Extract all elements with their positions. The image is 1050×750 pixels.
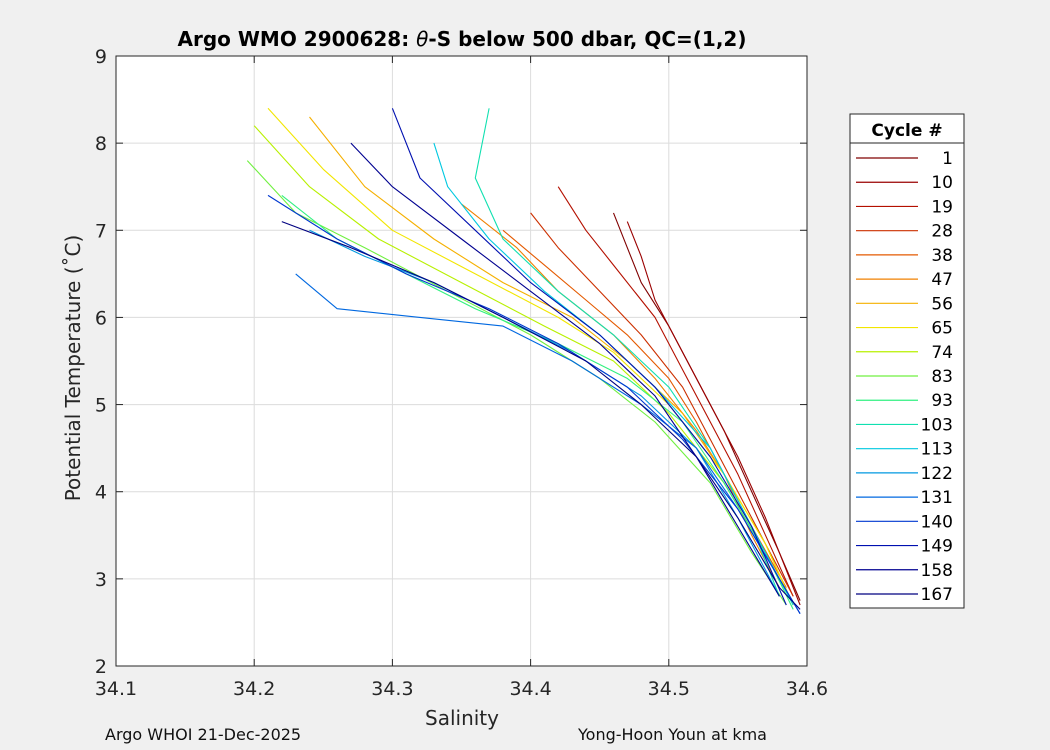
y-tick-label: 3 (95, 569, 107, 591)
series-line-cycle-10 (626, 221, 801, 606)
legend-label: 140 (921, 512, 953, 532)
series-line-cycle-19 (557, 186, 794, 597)
legend-label: 167 (921, 585, 953, 605)
series-line-cycle-65 (267, 107, 794, 606)
y-tick-label: 4 (95, 482, 107, 504)
legend-label: 10 (931, 173, 953, 193)
footer-credit-left: Argo WHOI 21-Dec-2025 (105, 725, 302, 744)
legend-label: 113 (921, 440, 953, 460)
footer-credit-right: Yong-Hoon Youn at kma (578, 725, 767, 744)
y-tick-label: 7 (95, 220, 107, 242)
legend-label: 19 (931, 197, 953, 217)
axis-ticks: 34.1 34.2 34.3 34.4 34.5 34.6 2 3 4 5 6 7 8 9 (95, 46, 828, 700)
series-line-cycle-83 (246, 160, 787, 606)
legend: Cycle # 1 10 19 28 38 47 56 65 74 83 93 103 113 122 13… (849, 113, 965, 609)
legend-title: Cycle # (871, 121, 942, 141)
legend-label: 38 (931, 246, 953, 266)
y-tick-label: 2 (95, 656, 107, 678)
legend-label: 158 (921, 561, 953, 581)
legend-label: 1 (942, 149, 953, 169)
legend-label: 103 (921, 415, 953, 435)
series-line-cycle-158 (350, 142, 780, 597)
y-tick-label: 5 (95, 395, 107, 417)
y-tick-label: 9 (95, 46, 107, 68)
x-tick-label: 34.4 (509, 678, 551, 700)
x-tick-label: 34.5 (648, 678, 690, 700)
legend-label: 56 (931, 294, 953, 314)
y-axis-label: Potential Temperature (˚C) (61, 235, 85, 502)
x-tick-label: 34.6 (786, 678, 828, 700)
x-tick-label: 34.1 (95, 678, 137, 700)
legend-entries: 1 10 19 28 38 47 56 65 74 83 93 103 113 122 131 140 149 1… (856, 149, 953, 605)
legend-label: 65 (931, 319, 953, 339)
x-tick-label: 34.3 (371, 678, 413, 700)
legend-label: 149 (921, 537, 953, 557)
y-tick-label: 8 (95, 133, 107, 155)
legend-box (849, 113, 965, 609)
series-line-cycle-149 (391, 108, 787, 606)
legend-label: 131 (921, 488, 953, 508)
chart-title: Argo WMO 2900628: θ-S below 500 dbar, QC… (178, 27, 747, 51)
legend-label: 122 (921, 464, 953, 484)
legend-label: 47 (931, 270, 953, 290)
y-tick-label: 6 (95, 307, 107, 329)
x-tick-label: 34.2 (233, 678, 275, 700)
legend-label: 83 (931, 367, 953, 387)
series-line-cycle-28 (530, 212, 794, 597)
legend-label: 93 (931, 391, 953, 411)
plot-frame (115, 55, 808, 667)
x-axis-label: Salinity (425, 706, 499, 730)
legend-label: 74 (931, 343, 953, 363)
plot-area (116, 56, 807, 666)
legend-label: 28 (931, 222, 953, 242)
series-line-cycle-167 (281, 221, 801, 610)
series-layer (246, 107, 801, 614)
